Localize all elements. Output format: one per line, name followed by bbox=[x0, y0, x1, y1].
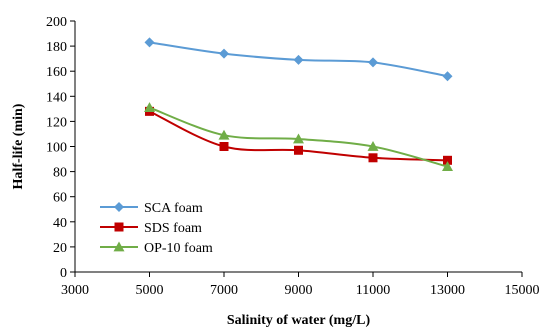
data-point-op-10-foam bbox=[367, 141, 379, 151]
x-tick-label: 15000 bbox=[505, 283, 540, 298]
y-tick-label: 180 bbox=[46, 40, 67, 55]
x-tick-label: 3000 bbox=[61, 283, 89, 298]
legend-label: SDS foam bbox=[144, 221, 202, 236]
legend-marker bbox=[113, 241, 125, 252]
legend-marker bbox=[114, 222, 124, 232]
y-tick-label: 60 bbox=[53, 191, 67, 206]
data-point-sds-foam bbox=[368, 153, 378, 163]
axes: 0 20 40 60 80 100 120 140 160 180 200 3000 5000 7000 9… bbox=[46, 15, 540, 298]
y-tick-label: 120 bbox=[46, 115, 67, 130]
x-tick-label: 5000 bbox=[136, 283, 164, 298]
legend-label: OP-10 foam bbox=[144, 241, 213, 256]
x-tick-label: 9000 bbox=[285, 283, 313, 298]
x-tick-label: 13000 bbox=[430, 283, 465, 298]
data-point-sds-foam bbox=[294, 145, 303, 155]
data-point-sca-foam bbox=[219, 48, 229, 59]
legend-item-op-10-foam: OP-10 foam bbox=[100, 241, 213, 256]
data-point-sds-foam bbox=[443, 155, 452, 165]
y-tick-label: 200 bbox=[46, 15, 67, 30]
legend-item-sds-foam: SDS foam bbox=[100, 221, 202, 236]
y-tick-label: 20 bbox=[53, 241, 67, 256]
x-axis-title: Salinity of water (mg/L) bbox=[227, 313, 371, 328]
data-point-op-10-foam bbox=[144, 102, 155, 112]
data-point-sca-foam bbox=[442, 71, 453, 82]
series-layer bbox=[144, 37, 453, 171]
data-point-sds-foam bbox=[219, 142, 229, 151]
legend-label: SCA foam bbox=[144, 201, 203, 216]
data-point-op-10-foam bbox=[293, 133, 304, 144]
y-tick-label: 0 bbox=[60, 266, 67, 281]
legend: SCA foam SDS foam OP-10 foam bbox=[100, 201, 213, 256]
series-op-10-foam bbox=[144, 102, 453, 171]
data-point-sca-foam bbox=[368, 57, 378, 68]
x-tick-label: 7000 bbox=[210, 283, 238, 298]
data-point-op-10-foam bbox=[442, 161, 453, 171]
y-tick-label: 160 bbox=[46, 65, 67, 80]
legend-item-sca-foam: SCA foam bbox=[100, 201, 203, 216]
y-tick-label: 80 bbox=[53, 166, 67, 181]
data-point-sca-foam bbox=[293, 54, 304, 65]
series-sca-foam bbox=[144, 37, 453, 82]
y-axis-title: Half-life (min) bbox=[11, 103, 26, 189]
data-point-op-10-foam bbox=[218, 129, 230, 140]
data-point-sca-foam bbox=[144, 37, 155, 48]
legend-marker bbox=[114, 202, 124, 212]
y-tick-label: 40 bbox=[53, 216, 67, 231]
y-tick-label: 100 bbox=[46, 141, 67, 156]
x-tick-label: 11000 bbox=[356, 283, 390, 298]
y-tick-label: 140 bbox=[46, 90, 67, 105]
